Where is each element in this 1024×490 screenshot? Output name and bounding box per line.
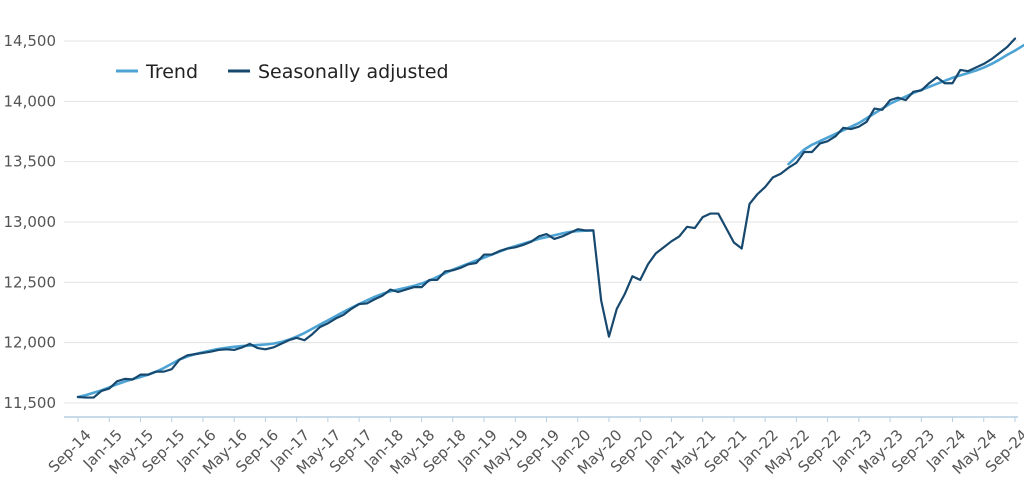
y-axis-ticks: 11,500 12,000 12,500 13,000 13,500 14,000 14,5…	[4, 32, 57, 412]
y-tick-label: 13,000	[4, 213, 57, 231]
series-line-trend	[76, 43, 1024, 399]
y-tick-label: 12,000	[4, 334, 57, 352]
legend-label-seasonally-adjusted: Seasonally adjusted	[258, 61, 449, 83]
y-tick-label: 14,500	[4, 32, 57, 50]
x-axis-ticks: Sep-14Jan-15May-15Sep-15Jan-16May-16Sep-…	[45, 417, 1024, 478]
legend-label-trend: Trend	[145, 61, 198, 83]
y-tick-label: 14,000	[4, 92, 57, 110]
grid-lines	[64, 40, 1018, 404]
y-tick-label: 11,500	[4, 394, 57, 412]
y-tick-label: 13,500	[4, 153, 57, 171]
series-layer	[76, 37, 1024, 399]
y-tick-label: 12,500	[4, 273, 57, 291]
series-line-seasonally-adjusted	[76, 37, 1017, 399]
legend: Trend Seasonally adjusted	[116, 61, 449, 83]
